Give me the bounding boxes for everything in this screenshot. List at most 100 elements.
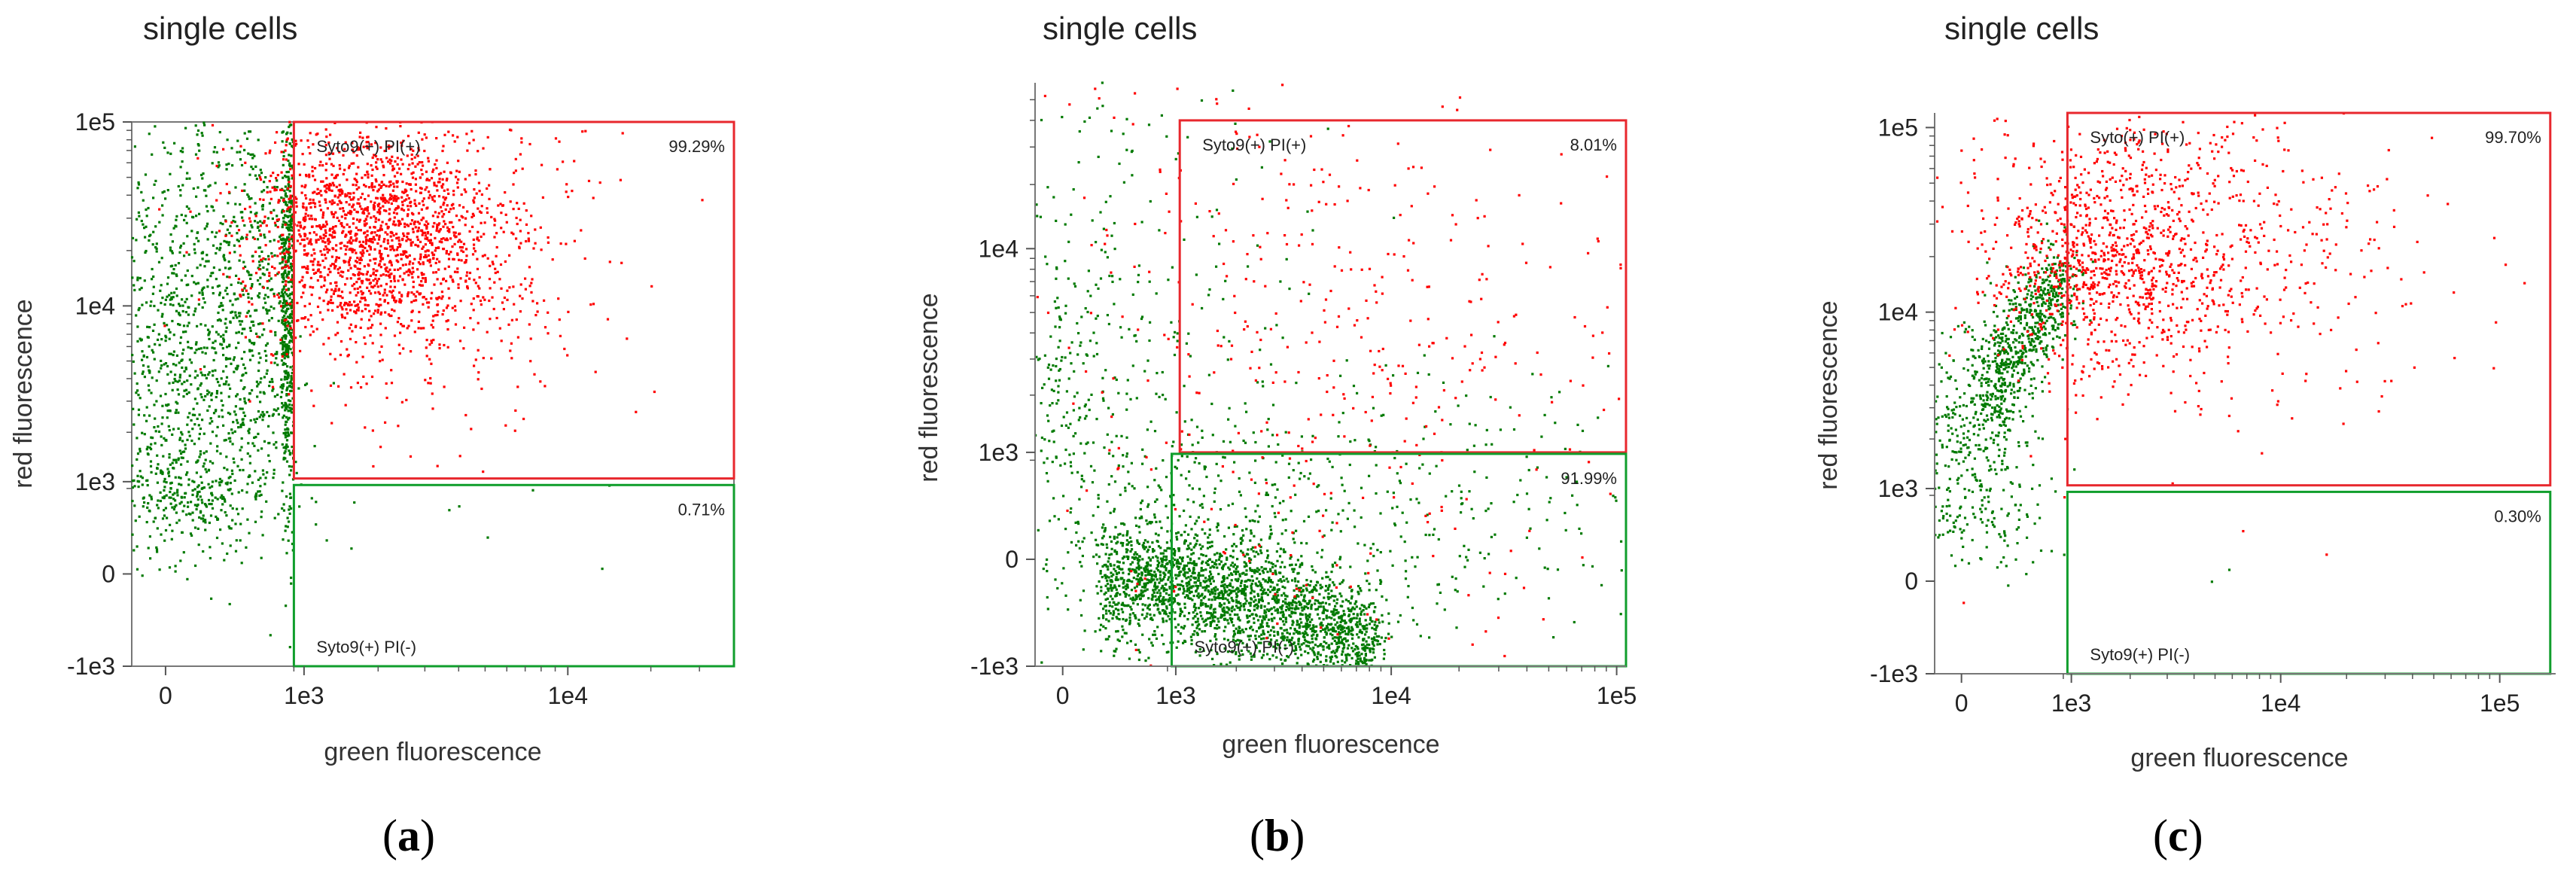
panel-b-event-dot [1305, 620, 1308, 623]
panel-a-event-dot [182, 349, 185, 352]
panel-b-event-dot [1326, 609, 1329, 612]
panel-a-event-dot [333, 195, 336, 198]
panel-a-event-dot [263, 220, 266, 223]
panel-a-event-dot [259, 178, 263, 181]
panel-a-event-dot [171, 319, 174, 323]
panel-a-event-dot [160, 367, 163, 370]
panel-a-event-dot [162, 455, 165, 458]
panel-a-event-dot [421, 247, 424, 250]
panel-a-event-dot [287, 281, 290, 284]
panel-a-event-dot [251, 388, 254, 392]
panel-a-event-dot [168, 428, 171, 432]
panel-a-event-dot [169, 248, 172, 252]
panel-a-event-dot [422, 217, 425, 220]
panel-a-event-dot [365, 141, 368, 144]
panel-a-event-dot [166, 416, 169, 419]
panel-a-event-dot [151, 292, 154, 295]
panel-a-event-dot [294, 196, 297, 199]
panel-a-event-dot [289, 196, 292, 199]
panel-a-event-dot [390, 145, 393, 148]
panel-a-event-dot [480, 303, 483, 306]
panel-a-event-dot [451, 279, 454, 282]
panel-a-event-dot [254, 212, 257, 215]
panel-a-event-dot [291, 328, 294, 331]
panel-a-event-dot [312, 143, 315, 146]
panel-a-event-dot [199, 427, 202, 431]
panel-a-event-dot [325, 539, 328, 542]
panel-a-event-dot [382, 174, 385, 177]
panel-a-event-dot [477, 321, 480, 324]
panel-a-event-dot [321, 180, 324, 183]
panel-a-event-dot [304, 193, 307, 197]
panel-a-event-dot [241, 489, 244, 492]
panel-a-event-dot [589, 303, 592, 306]
panel-a-event-dot [273, 468, 276, 471]
panel-a-event-dot [363, 297, 367, 300]
panel-a-event-dot [329, 301, 332, 304]
panel-a-event-dot [412, 149, 415, 152]
panel-a-event-dot [318, 311, 322, 314]
panel-a-event-dot [222, 340, 225, 343]
panel-a-event-dot [282, 278, 285, 281]
panel-a-event-dot [289, 304, 292, 307]
panel-a-event-dot [285, 158, 288, 161]
panel-a-event-dot [222, 296, 225, 300]
panel-a-event-dot [285, 460, 289, 463]
panel-a-event-dot [378, 209, 381, 212]
panel-a-event-dot [391, 169, 394, 172]
panel-b-event-dot [1368, 582, 1371, 586]
panel-a-event-dot [344, 141, 347, 144]
panel-a-event-dot [312, 268, 315, 271]
panel-a-event-dot [460, 193, 463, 196]
panel-a-event-dot [285, 238, 288, 241]
panel-a-event-dot [254, 520, 257, 523]
panel-a-event-dot [230, 469, 233, 472]
panel-a-event-dot [417, 131, 420, 134]
panel-a-event-dot [464, 190, 467, 193]
panel-a-event-dot [226, 228, 229, 231]
panel-a-event-dot [348, 300, 352, 304]
panel-a-event-dot [269, 175, 273, 178]
panel-a-event-dot [348, 203, 351, 206]
panel-a-event-dot [358, 220, 361, 223]
panel-a-event-dot [345, 201, 348, 204]
panel-a-event-dot [268, 279, 271, 282]
panel-b-event-dot [1348, 619, 1351, 622]
panel-a-event-dot [187, 346, 190, 349]
panel-a-event-dot [172, 363, 175, 366]
panel-b-event-dot [1261, 626, 1264, 629]
panel-a-event-dot [155, 546, 158, 549]
panel-a-event-dot [218, 294, 221, 297]
panel-a-event-dot [275, 409, 278, 412]
panel-a-event-dot [211, 485, 214, 488]
panel-a-event-dot [339, 242, 342, 245]
panel-a-event-dot [291, 219, 294, 222]
panel-a-event-dot [508, 286, 511, 289]
panel-a-event-dot [402, 191, 406, 194]
panel-a-event-dot [157, 260, 161, 263]
panel-a-event-dot [254, 492, 258, 495]
panel-a-event-dot [536, 302, 539, 305]
panel-a-event-dot [191, 413, 194, 416]
panel-b-event-dot [1171, 586, 1174, 589]
panel-a-event-dot [420, 284, 423, 287]
panel-a-event-dot [302, 291, 305, 294]
panel-a-event-dot [291, 313, 294, 316]
panel-a-event-dot [202, 514, 205, 517]
panel-a-event-dot [188, 374, 191, 377]
panel-a-event-dot [171, 461, 174, 464]
panel-a-event-dot [417, 261, 420, 264]
panel-b-event-dot [1165, 550, 1168, 553]
panel-a-event-dot [416, 154, 419, 157]
panel-a-event-dot [202, 486, 206, 489]
panel-a-event-dot [397, 205, 400, 208]
panel-a-event-dot [315, 241, 318, 244]
panel-a-event-dot [510, 357, 513, 360]
panel-a-event-dot [440, 184, 443, 187]
panel-a-event-dot [147, 206, 150, 210]
panel-a-event-dot [184, 330, 187, 333]
panel-a-event-dot [391, 239, 394, 242]
panel-a-event-dot [556, 168, 559, 171]
panel-a-event-dot [372, 273, 375, 276]
panel-a-event-dot [156, 454, 159, 457]
